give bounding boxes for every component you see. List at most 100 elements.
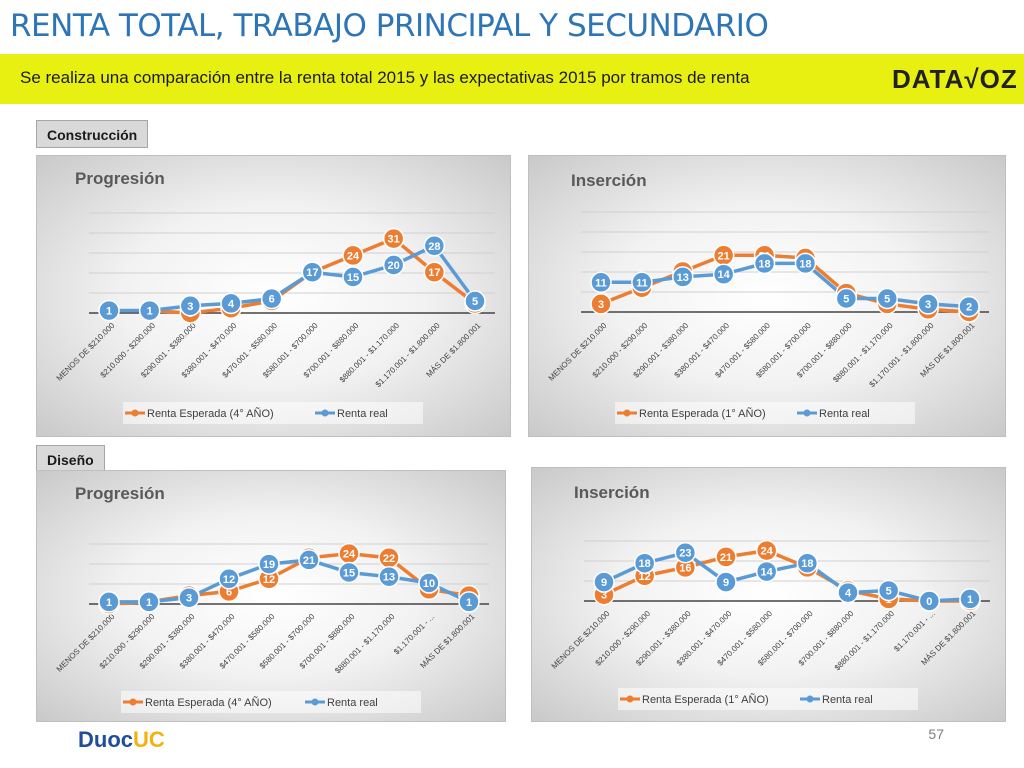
legend-marker: [129, 698, 137, 706]
legend-marker: [626, 695, 634, 703]
data-label: 18: [801, 558, 813, 570]
data-label: 24: [343, 549, 356, 561]
data-label: 4: [845, 588, 852, 600]
data-label: 13: [383, 572, 395, 584]
legend-marker: [803, 409, 811, 417]
chart-title: Inserción: [574, 483, 650, 502]
duoc-logo: DuocUC: [78, 727, 165, 752]
data-label: 1: [146, 597, 152, 609]
data-point: [674, 541, 697, 564]
data-label: 17: [306, 267, 318, 279]
data-label: 14: [718, 269, 731, 281]
data-point: [712, 263, 735, 285]
data-label: 17: [428, 267, 440, 279]
data-point: [876, 287, 898, 310]
legend-marker: [623, 409, 631, 417]
section-diseno: Diseño: [36, 445, 105, 473]
data-label: 12: [223, 574, 235, 586]
data-label: 15: [343, 568, 355, 580]
data-label: 11: [636, 277, 648, 289]
x-tick-label: $1.170.001 - ...: [392, 612, 436, 656]
data-point: [260, 287, 283, 310]
data-label: 6: [226, 586, 232, 598]
page-number: 57: [928, 726, 944, 742]
data-label: 6: [269, 294, 275, 306]
legend-box: [615, 402, 915, 424]
data-label: 12: [263, 574, 275, 586]
chart-construccion-progresion: Progresión MENOS DE $210.000 $210.000 - $2…: [36, 155, 511, 437]
legend-label: Renta real: [819, 408, 870, 420]
data-point: [418, 572, 440, 594]
legend-label: Renta real: [327, 697, 378, 709]
data-point: [958, 295, 980, 318]
data-point: [590, 271, 612, 294]
data-point: [715, 546, 737, 568]
legend-marker: [806, 695, 814, 703]
data-point: [178, 586, 200, 609]
banner-text: Se realiza una comparación entre la rent…: [20, 68, 750, 87]
data-point: [794, 252, 817, 275]
legend-label: Renta real: [822, 694, 873, 706]
data-point: [753, 252, 776, 275]
data-label: 1: [967, 594, 973, 606]
subtitle-banner: Se realiza una comparación entre la rent…: [0, 54, 1024, 104]
data-label: 11: [595, 277, 607, 289]
data-point: [138, 299, 161, 322]
data-point: [633, 552, 656, 574]
data-point: [835, 287, 858, 310]
data-label: 18: [799, 258, 811, 270]
data-point: [672, 266, 694, 288]
data-label: 14: [761, 567, 774, 579]
data-label: 1: [106, 597, 112, 609]
data-point: [98, 591, 120, 613]
data-label: 5: [472, 296, 478, 308]
data-label: 15: [347, 272, 359, 284]
data-label: 4: [228, 298, 235, 310]
data-label: 5: [884, 294, 890, 306]
data-label: 3: [186, 593, 192, 605]
chart-diseno-insercion: Inserción MENOS DE $210.000 $210.000 - $29…: [531, 467, 1006, 722]
chart-title: Progresión: [75, 484, 165, 503]
data-point: [918, 590, 941, 612]
data-label: 20: [388, 260, 400, 272]
data-label: 18: [758, 258, 770, 270]
data-point: [593, 571, 615, 593]
legend-label: Renta Esperada (4° AÑO): [147, 407, 274, 420]
series-line: [603, 548, 970, 603]
data-label: 18: [639, 558, 651, 570]
data-label: 21: [718, 250, 730, 262]
data-point: [837, 581, 859, 604]
data-label: 24: [347, 250, 360, 262]
data-point: [218, 568, 240, 590]
data-label: 31: [388, 234, 400, 246]
data-point: [590, 293, 612, 315]
data-point: [796, 552, 819, 574]
data-label: 16: [679, 562, 691, 574]
data-point: [755, 539, 778, 562]
data-label: 5: [886, 586, 892, 598]
legend-label: Renta real: [337, 408, 388, 420]
data-label: 3: [601, 590, 607, 602]
data-point: [220, 292, 242, 315]
legend-box: [123, 402, 423, 424]
legend-marker: [321, 409, 329, 417]
data-label: 22: [383, 553, 395, 565]
data-label: 2: [966, 302, 972, 314]
data-label: 3: [187, 301, 193, 313]
data-label: 0: [926, 596, 932, 608]
data-label: 1: [106, 306, 112, 318]
data-point: [179, 295, 202, 317]
section-construccion: Construcción: [36, 120, 149, 148]
data-point: [258, 553, 280, 575]
data-point: [458, 591, 480, 613]
data-point: [423, 235, 446, 257]
chart-construccion-insercion: Inserción MENOS DE $210.000 $210.000 - $29…: [528, 155, 1006, 437]
data-label: 19: [263, 559, 275, 571]
series-line: [109, 558, 470, 604]
legend-box: [618, 688, 918, 710]
data-point: [959, 588, 981, 610]
data-label: 21: [303, 555, 315, 567]
